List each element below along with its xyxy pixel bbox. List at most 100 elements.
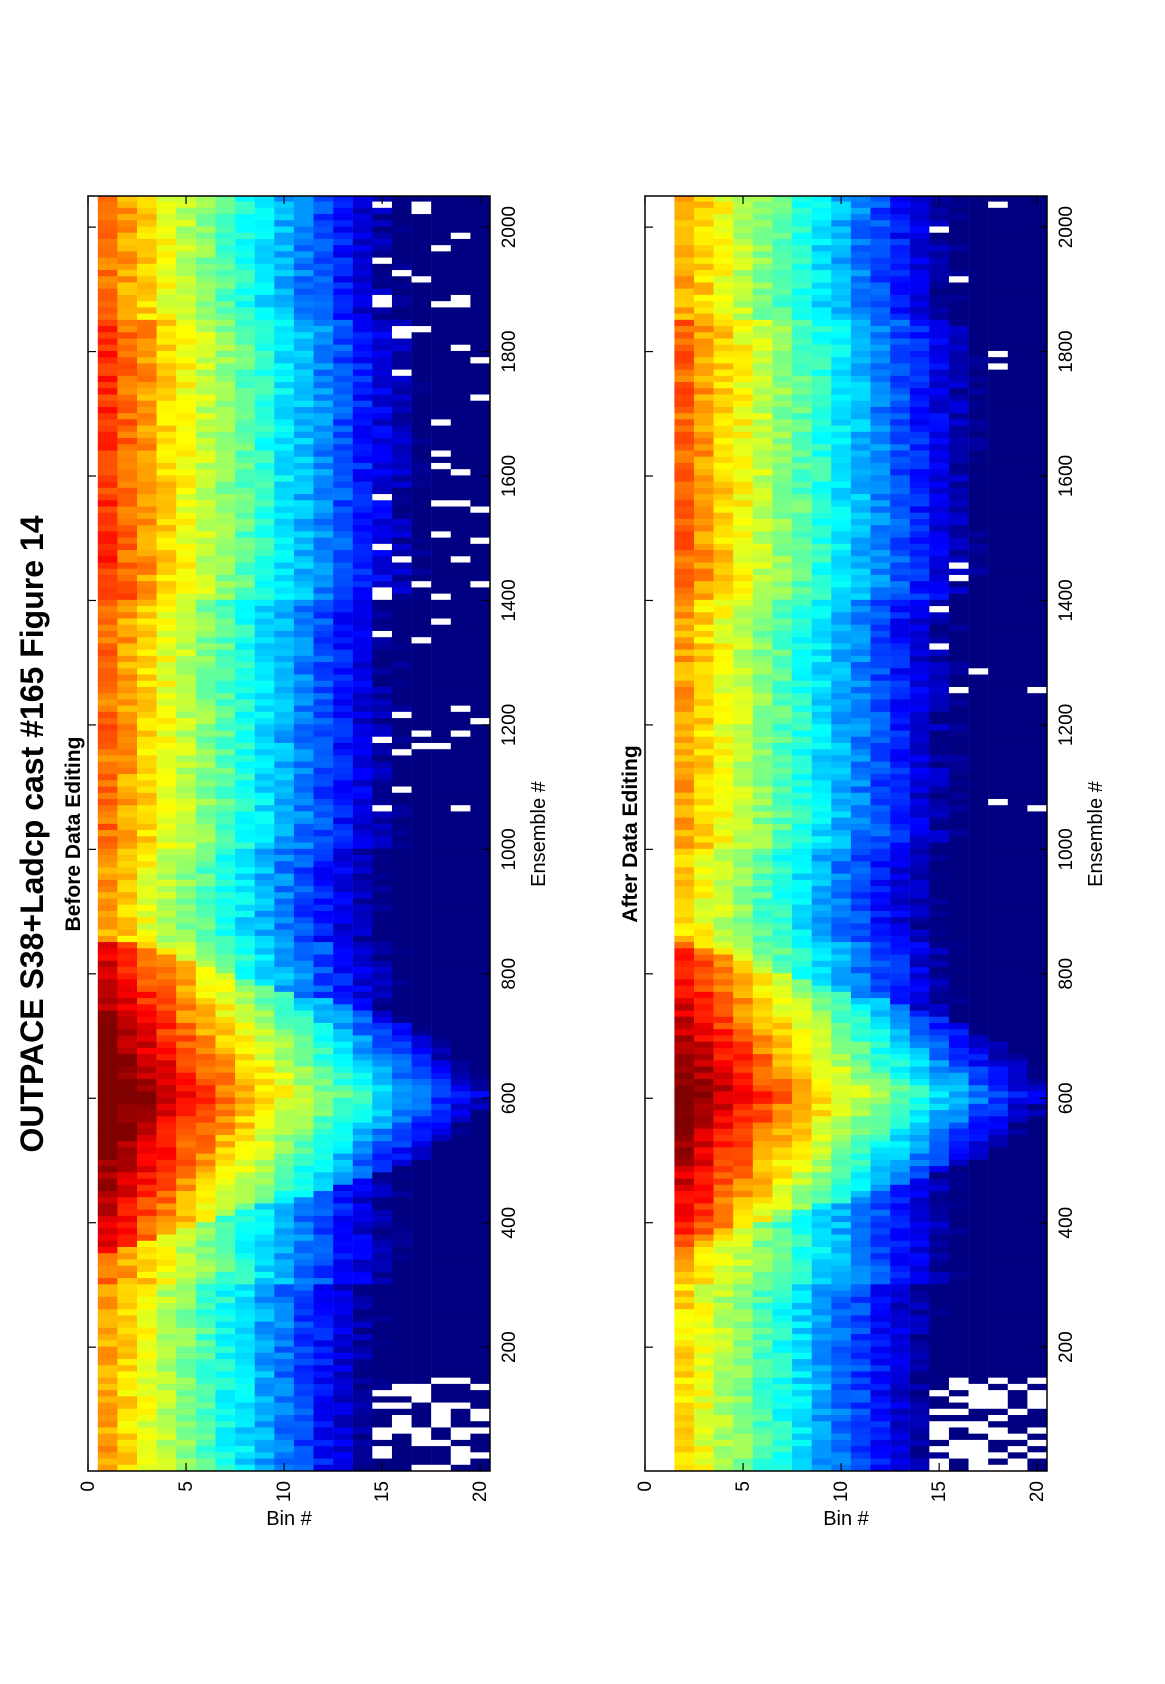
heatmap-cell — [694, 1222, 714, 1229]
heatmap-cell — [137, 1010, 157, 1017]
heatmap-cell — [196, 444, 216, 451]
heatmap-cell — [98, 892, 118, 899]
heatmap-cell — [196, 257, 216, 264]
heatmap-cell — [98, 282, 118, 289]
heatmap-cell — [157, 407, 177, 414]
heatmap-cell — [714, 288, 734, 295]
heatmap-cell — [314, 1079, 334, 1086]
heatmap-cell — [314, 550, 334, 557]
heatmap-cell — [372, 1215, 392, 1222]
heatmap-cell — [451, 1458, 471, 1465]
heatmap-cell — [674, 1122, 694, 1129]
heatmap-cell — [117, 450, 137, 457]
heatmap-cell — [412, 867, 432, 874]
heatmap-cell — [117, 1066, 137, 1073]
heatmap-cell — [412, 730, 432, 737]
heatmap-cell — [137, 481, 157, 488]
heatmap-cell — [215, 973, 235, 980]
heatmap-cell — [196, 431, 216, 438]
heatmap-cell — [255, 1047, 275, 1054]
heatmap-cell — [353, 1234, 373, 1241]
heatmap-cell — [333, 687, 353, 694]
heatmap-cell — [235, 861, 255, 868]
heatmap-cell — [451, 612, 471, 619]
heatmap-cell — [470, 531, 490, 538]
heatmap-cell — [294, 867, 314, 874]
heatmap-cell — [255, 1215, 275, 1222]
heatmap-cell — [655, 929, 675, 936]
heatmap-cell — [655, 811, 675, 818]
heatmap-cell — [412, 1259, 432, 1266]
heatmap-cell — [215, 1427, 235, 1434]
heatmap-cell — [412, 1334, 432, 1341]
heatmap-cell — [314, 1390, 334, 1397]
heatmap-cell — [655, 730, 675, 737]
heatmap-cell — [431, 792, 451, 799]
heatmap-cell — [215, 575, 235, 582]
heatmap-cell — [98, 985, 118, 992]
heatmap-cell — [372, 1402, 392, 1409]
heatmap-cell — [674, 668, 694, 675]
heatmap-cell — [412, 923, 432, 930]
heatmap-cell — [333, 631, 353, 638]
heatmap-cell — [694, 263, 714, 270]
heatmap-cell — [431, 500, 451, 507]
heatmap-cell — [431, 904, 451, 911]
heatmap-cell — [412, 1178, 432, 1185]
heatmap-cell — [294, 730, 314, 737]
heatmap-cell — [714, 357, 734, 364]
heatmap-cell — [694, 400, 714, 407]
heatmap-cell — [274, 531, 294, 538]
heatmap-cell — [314, 1421, 334, 1428]
heatmap-cell — [392, 301, 412, 308]
heatmap-cell — [470, 799, 490, 806]
heatmap-cell — [235, 873, 255, 880]
heatmap-cell — [412, 848, 432, 855]
heatmap-cell — [431, 400, 451, 407]
heatmap-cell — [98, 382, 118, 389]
heatmap-cell — [294, 494, 314, 501]
heatmap-cell — [235, 1415, 255, 1422]
heatmap-cell — [694, 960, 714, 967]
heatmap-cell — [255, 935, 275, 942]
heatmap-cell — [333, 531, 353, 538]
heatmap-cell — [157, 419, 177, 426]
x-tick-label: 800 — [499, 958, 520, 990]
heatmap-cell — [314, 705, 334, 712]
heatmap-cell — [431, 1041, 451, 1048]
heatmap-cell — [372, 1197, 392, 1204]
heatmap-cell — [655, 220, 675, 227]
heatmap-cell — [353, 1271, 373, 1278]
heatmap-cell — [333, 338, 353, 345]
heatmap-cell — [412, 1054, 432, 1061]
heatmap-cell — [353, 1359, 373, 1366]
heatmap-cell — [314, 1247, 334, 1254]
heatmap-cell — [655, 1265, 675, 1272]
heatmap-cell — [274, 1085, 294, 1092]
heatmap-cell — [157, 1116, 177, 1123]
heatmap-cell — [294, 201, 314, 208]
heatmap-cell — [98, 1383, 118, 1390]
heatmap-cell — [451, 431, 471, 438]
heatmap-cell — [353, 1402, 373, 1409]
heatmap-cell — [274, 1334, 294, 1341]
heatmap-cell — [372, 780, 392, 787]
heatmap-cell — [314, 276, 334, 283]
heatmap-cell — [117, 1054, 137, 1061]
heatmap-cell — [674, 749, 694, 756]
heatmap-cell — [196, 1464, 216, 1471]
heatmap-cell — [372, 319, 392, 326]
heatmap-cell — [353, 842, 373, 849]
heatmap-cell — [674, 587, 694, 594]
heatmap-cell — [314, 1402, 334, 1409]
heatmap-cell — [294, 767, 314, 774]
heatmap-cell — [196, 512, 216, 519]
heatmap-cell — [255, 1259, 275, 1266]
heatmap-cell — [117, 407, 137, 414]
heatmap-cell — [117, 1446, 137, 1453]
heatmap-cell — [392, 512, 412, 519]
heatmap-cell — [674, 1446, 694, 1453]
heatmap-cell — [714, 1446, 734, 1453]
heatmap-cell — [117, 1334, 137, 1341]
heatmap-cell — [274, 593, 294, 600]
